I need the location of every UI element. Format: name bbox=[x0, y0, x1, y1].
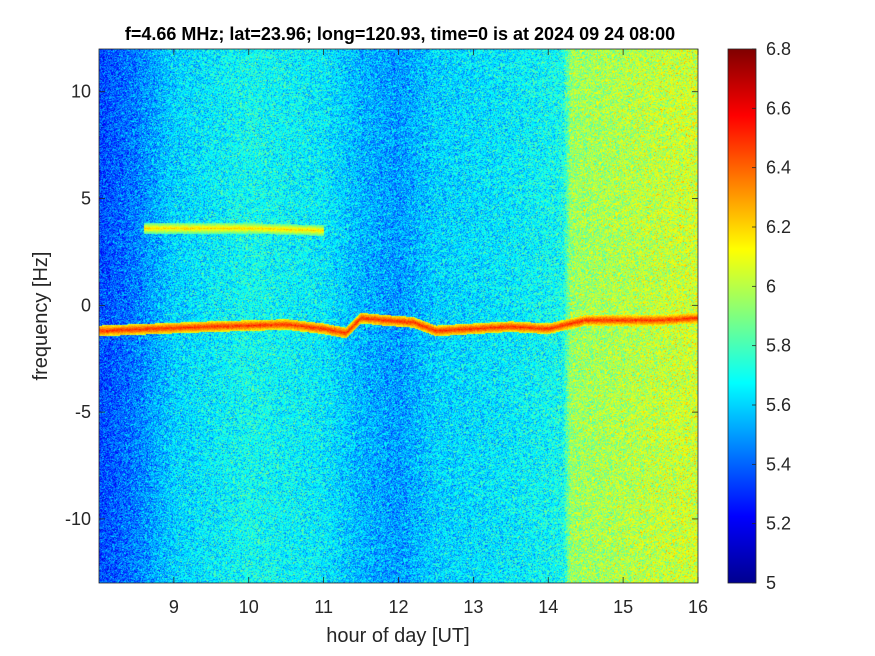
y-tick-label: 10 bbox=[71, 82, 91, 102]
colorbar-tick-label: 6.6 bbox=[766, 98, 791, 118]
x-axis-ticks: 9 10 11 12 13 14 15 16 bbox=[169, 49, 708, 617]
colorbar-tick-label: 5 bbox=[766, 573, 776, 593]
colorbar-tick-label: 5.8 bbox=[766, 336, 791, 356]
x-tick-label: 12 bbox=[388, 597, 408, 617]
x-tick-label: 15 bbox=[613, 597, 633, 617]
colorbar-tick-label: 6.2 bbox=[766, 217, 791, 237]
colorbar-tick-label: 5.6 bbox=[766, 395, 791, 415]
x-tick-label: 10 bbox=[239, 597, 259, 617]
y-axis-ticks: -10 -5 0 5 10 bbox=[65, 82, 698, 529]
x-tick-label: 11 bbox=[314, 597, 333, 617]
x-tick-label: 14 bbox=[538, 597, 558, 617]
y-tick-label: 0 bbox=[81, 295, 91, 315]
y-axis-label: frequency [Hz] bbox=[30, 252, 52, 381]
y-tick-label: -10 bbox=[65, 509, 91, 529]
plot-area bbox=[98, 48, 699, 584]
colorbar-tick-label: 5.4 bbox=[766, 454, 791, 474]
colorbar-tick-label: 6 bbox=[766, 276, 776, 296]
y-tick-label: -5 bbox=[75, 402, 91, 422]
spectrogram-heatmap bbox=[99, 49, 698, 583]
colorbar-tick-label: 6.8 bbox=[766, 39, 791, 59]
colorbar: 5 5.2 5.4 5.6 5.8 6 6.2 6.4 6.6 6.8 bbox=[727, 39, 791, 593]
chart-title: f=4.66 MHz; lat=23.96; long=120.93, time… bbox=[125, 24, 675, 44]
colorbar-gradient bbox=[727, 48, 757, 584]
colorbar-tick-label: 6.4 bbox=[766, 158, 791, 178]
colorbar-ticks: 5 5.2 5.4 5.6 5.8 6 6.2 6.4 6.6 6.8 bbox=[752, 39, 791, 593]
x-axis-label: hour of day [UT] bbox=[326, 625, 469, 647]
y-tick-label: 5 bbox=[81, 189, 91, 209]
x-tick-label: 13 bbox=[463, 597, 483, 617]
colorbar-tick-label: 5.2 bbox=[766, 514, 791, 534]
x-tick-label: 16 bbox=[688, 597, 708, 617]
x-tick-label: 9 bbox=[169, 597, 179, 617]
